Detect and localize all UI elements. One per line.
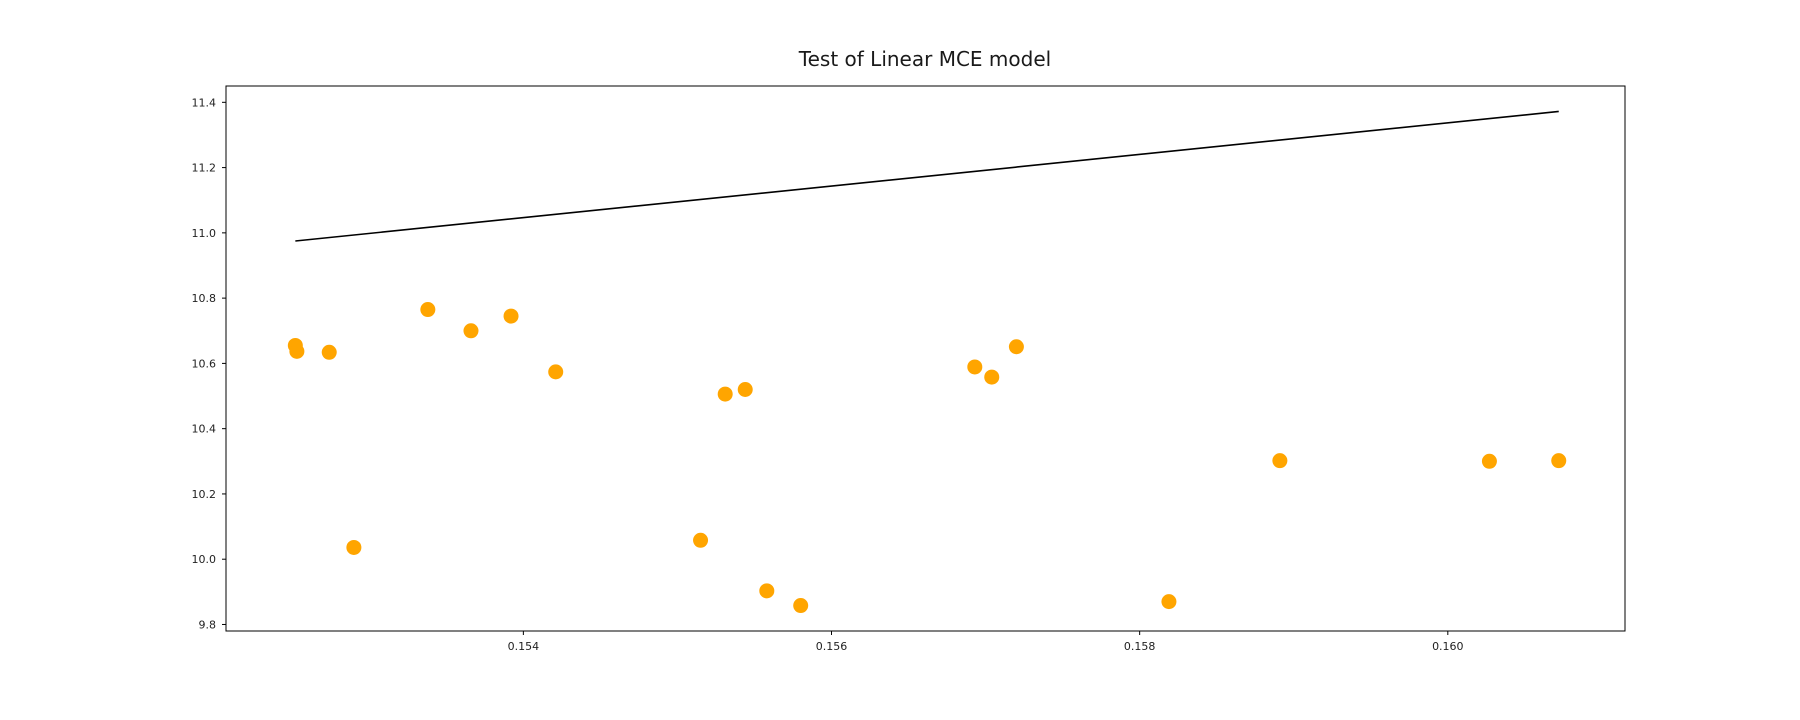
x-axis: 0.154 0.156 0.158 0.160 xyxy=(508,631,1464,653)
x-tick-label: 0.156 xyxy=(816,640,848,653)
scatter-point xyxy=(1161,594,1177,610)
scatter-point xyxy=(737,382,753,398)
scatter-point xyxy=(1481,453,1497,469)
y-axis: 9.8 10.0 10.2 10.4 10.6 10.8 11.0 11.2 11.4 xyxy=(192,96,226,631)
plot-frame xyxy=(225,85,1626,632)
scatter-point xyxy=(346,539,362,555)
y-tick-label: 11.0 xyxy=(192,227,217,240)
scatter-point xyxy=(289,343,305,359)
y-tick-label: 10.4 xyxy=(192,423,217,436)
scatter-point xyxy=(463,323,479,339)
x-tick-label: 0.158 xyxy=(1124,640,1156,653)
y-tick-label: 11.2 xyxy=(192,162,217,175)
plot-marks xyxy=(287,110,1567,614)
scatter-point xyxy=(693,532,709,548)
y-tick-label: 11.4 xyxy=(192,96,217,109)
scatter-point xyxy=(420,302,436,318)
scatter-point xyxy=(967,359,983,375)
x-tick-label: 0.160 xyxy=(1432,640,1464,653)
scatter-point xyxy=(503,308,519,324)
y-tick-label: 10.2 xyxy=(192,488,217,501)
scatter-point xyxy=(321,344,337,360)
scatter-point xyxy=(1551,453,1567,469)
scatter-point xyxy=(984,369,1000,385)
scatter-point xyxy=(1008,339,1024,355)
scatter-point xyxy=(548,364,564,380)
scatter-point xyxy=(793,598,809,614)
scatter-point xyxy=(759,583,775,599)
y-tick-label: 10.0 xyxy=(192,553,217,566)
fit-line xyxy=(295,110,1559,242)
chart-title: Test of Linear MCE model xyxy=(798,47,1051,71)
scatter-point xyxy=(1272,453,1288,469)
x-tick-label: 0.154 xyxy=(508,640,540,653)
y-tick-label: 10.8 xyxy=(192,292,217,305)
y-tick-label: 10.6 xyxy=(192,357,217,370)
y-tick-label: 9.8 xyxy=(199,618,217,631)
scatter-point xyxy=(717,386,733,402)
